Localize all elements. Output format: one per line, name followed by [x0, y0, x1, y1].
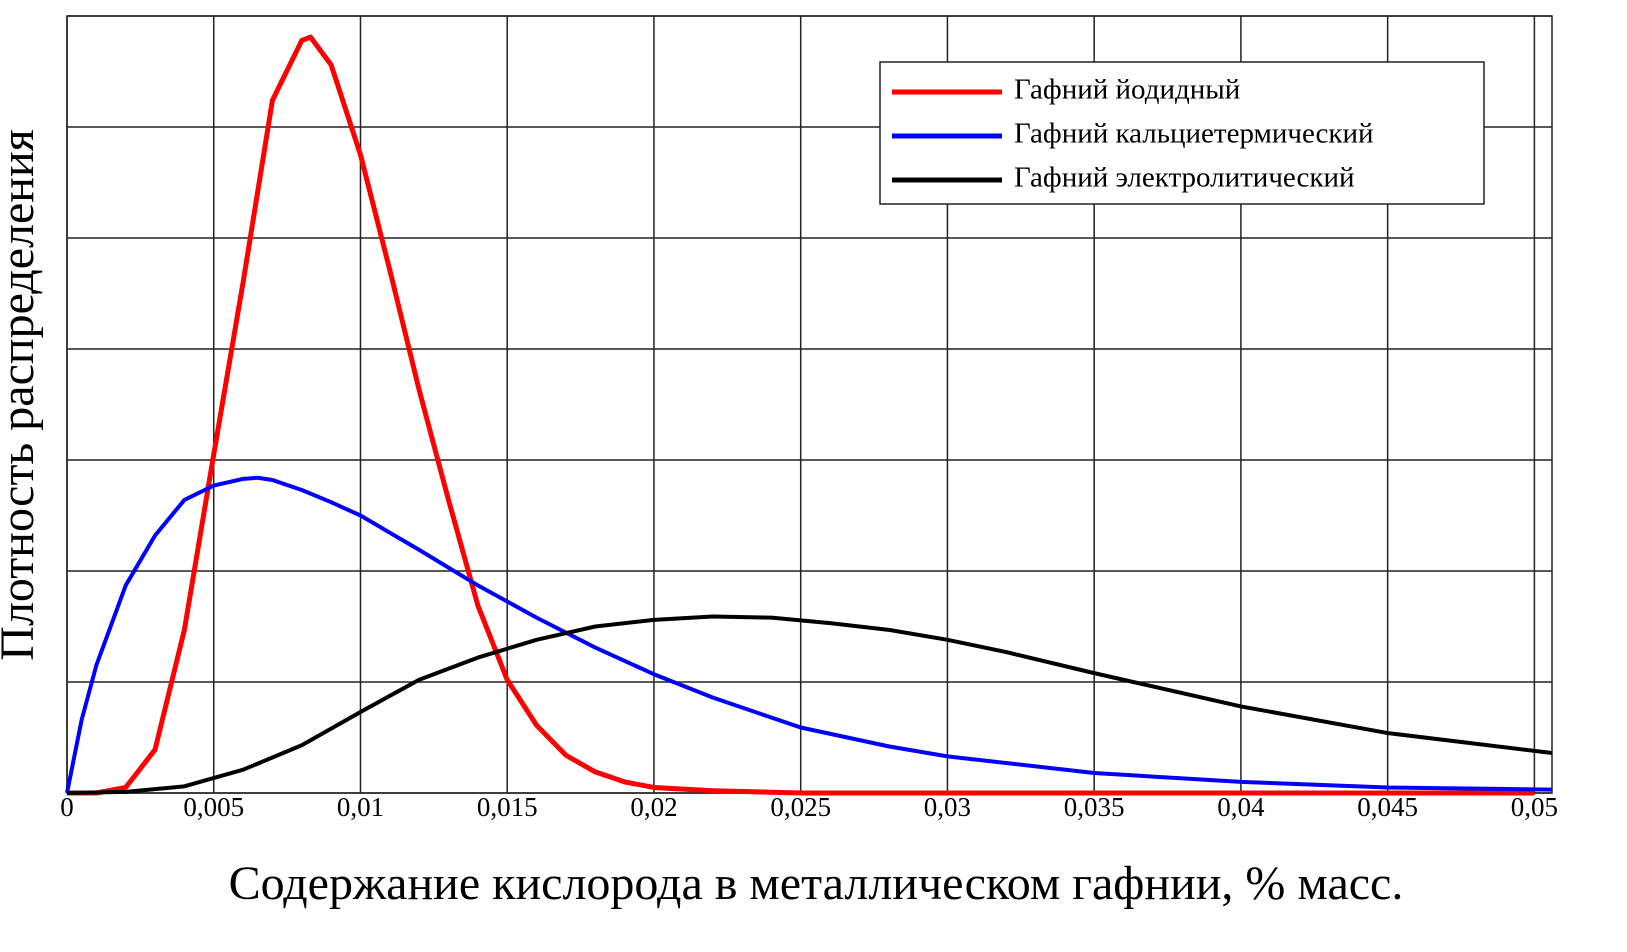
x-tick-label: 0: [60, 792, 74, 822]
x-tick-label: 0,035: [1064, 792, 1125, 822]
x-tick-label: 0,04: [1217, 792, 1265, 822]
x-tick-label: 0,005: [183, 792, 244, 822]
series-line: [67, 34, 1535, 796]
x-tick-label: 0,045: [1357, 792, 1418, 822]
series-line: [66, 614, 1553, 795]
x-axis-title: Содержание кислорода в металлическом гаф…: [229, 857, 1404, 910]
series-line: [65, 475, 1553, 794]
x-tick-label: 0,02: [630, 792, 677, 822]
x-tick-label: 0,03: [924, 792, 971, 822]
legend-label: Гафний кальциетермический: [1014, 118, 1374, 150]
x-tick-label: 0,015: [477, 792, 538, 822]
x-tick-label: 0,01: [337, 792, 384, 822]
legend-label: Гафний йодидный: [1014, 74, 1240, 106]
y-axis-title: Плотность распределения: [0, 129, 44, 660]
x-tick-label: 0,025: [770, 792, 831, 822]
legend-box: [879, 61, 1485, 205]
legend-label: Гафний электролитический: [1014, 162, 1355, 194]
x-tick-label: 0,05: [1511, 792, 1558, 822]
